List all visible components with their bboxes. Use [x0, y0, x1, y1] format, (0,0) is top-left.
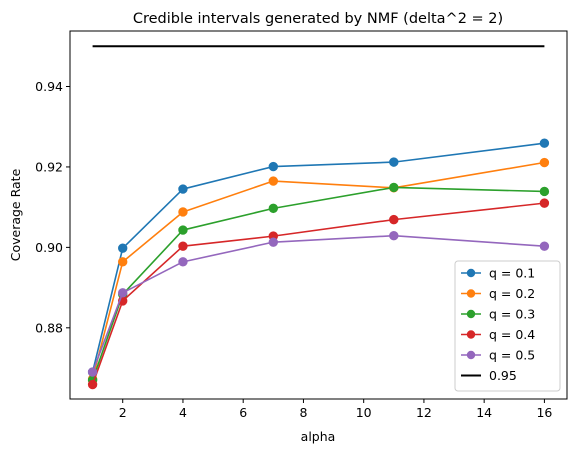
series-2-point-6: [539, 157, 550, 168]
series-1-point-5: [389, 157, 399, 167]
y-tick-label-0.88: 0.88: [35, 320, 63, 335]
series-2-point-3: [178, 207, 188, 217]
series-line-3: [91, 186, 545, 381]
series-5-point-6: [539, 241, 550, 251]
y-tick-label-0.94: 0.94: [35, 79, 63, 94]
legend-label-3: q = 0.3: [489, 307, 535, 322]
legend-swatch-marker-1: [466, 268, 476, 278]
series-line-2: [91, 161, 545, 380]
x-tick-label-2: 2: [119, 405, 127, 420]
legend: q = 0.1 q = 0.2 q = 0.3 q = 0.4 q = 0.5 0.95: [454, 260, 561, 392]
series-4-point-6: [539, 198, 550, 208]
chart-title: Credible intervals generated by NMF (del…: [133, 11, 503, 27]
legend-swatch-marker-4: [466, 330, 476, 339]
legend-box: [454, 260, 561, 392]
series-5-point-1: [87, 367, 98, 377]
legend-item-4: q = 0.4: [461, 327, 535, 342]
legend-label-4: q = 0.4: [489, 327, 535, 342]
x-tick-label-6: 6: [239, 405, 247, 420]
series-1-point-2: [118, 243, 128, 253]
series-3-point-6: [539, 186, 550, 197]
legend-swatch-marker-2: [466, 289, 476, 298]
legend-item-2: q = 0.2: [461, 286, 535, 301]
x-tick-label-4: 4: [179, 405, 187, 420]
series-1-point-4: [268, 161, 279, 172]
legend-label-2: q = 0.2: [489, 286, 535, 301]
series-5-point-3: [178, 257, 188, 267]
legend-swatch-marker-3: [466, 309, 476, 319]
legend-label-5: q = 0.5: [489, 348, 535, 363]
x-tick-label-14: 14: [476, 405, 492, 420]
x-tick-label-8: 8: [299, 405, 307, 420]
series-line-4: [91, 202, 545, 385]
series-5-point-2: [118, 288, 128, 298]
series-line-1: [91, 142, 545, 373]
x-tick-label-12: 12: [416, 405, 432, 420]
series-2-point-2: [118, 257, 128, 267]
series-4-point-3: [178, 241, 188, 251]
series-5-point-5: [389, 231, 399, 241]
series-3-point-3: [178, 225, 188, 235]
series-2-point-4: [268, 176, 279, 186]
legend-item-1: q = 0.1: [461, 266, 535, 281]
series-3-point-4: [268, 203, 279, 214]
x-axis-label: alpha: [301, 429, 336, 444]
series-5-point-4: [268, 237, 279, 247]
series-3-point-5: [389, 182, 399, 193]
x-tick-label-16: 16: [536, 405, 552, 420]
series-4-point-5: [389, 214, 399, 225]
legend-item-3: q = 0.3: [461, 307, 535, 322]
legend-label-reference: 0.95: [489, 368, 517, 383]
y-tick-label-0.92: 0.92: [35, 159, 63, 174]
series-1-point-3: [178, 184, 188, 194]
series-1-point-6: [539, 138, 550, 148]
y-tick-label-0.90: 0.90: [35, 240, 63, 255]
legend-item-5: q = 0.5: [461, 348, 535, 363]
series-line-5: [91, 234, 545, 373]
series-4: [87, 198, 550, 390]
legend-swatch-marker-5: [466, 350, 476, 360]
legend-label-1: q = 0.1: [489, 266, 535, 281]
legend-item-reference: 0.95: [461, 368, 517, 383]
y-axis-label: Coverage Rate: [8, 168, 23, 261]
series-5: [87, 231, 550, 377]
x-tick-label-10: 10: [356, 405, 372, 420]
series-4-point-1: [87, 379, 98, 390]
plot-frame: [69, 30, 568, 400]
